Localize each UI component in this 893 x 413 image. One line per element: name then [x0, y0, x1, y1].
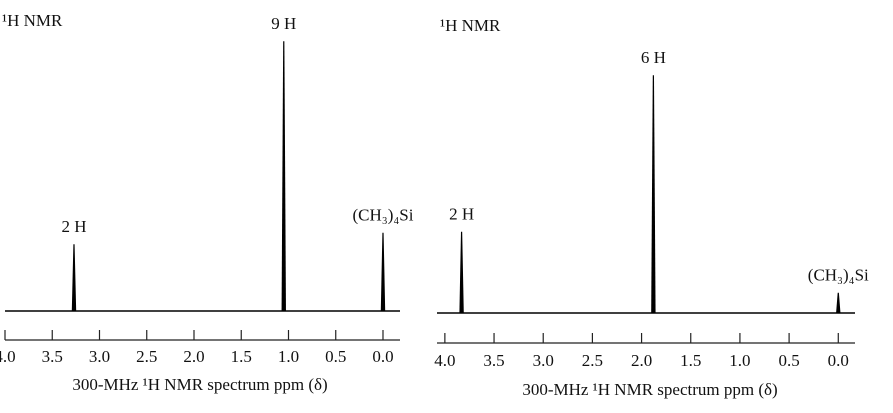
x-axis-label: 300-MHz ¹H NMR spectrum ppm (δ) [72, 375, 327, 394]
x-tick-label: 1.5 [680, 351, 701, 370]
x-tick-label: 1.5 [231, 347, 252, 366]
peak-label: 6 H [641, 48, 666, 67]
x-tick-label: 0.0 [828, 351, 849, 370]
chart-title: ¹H NMR [440, 16, 501, 35]
x-tick-label: 2.0 [631, 351, 652, 370]
peak [281, 41, 286, 312]
x-tick-label: 4.0 [434, 351, 455, 370]
x-tick-label: 0.5 [325, 347, 346, 366]
peak-label: 9 H [271, 14, 296, 33]
peak [459, 231, 464, 313]
x-tick-label: 2.5 [582, 351, 603, 370]
peak [380, 232, 386, 311]
x-tick-label: 2.5 [136, 347, 157, 366]
x-tick-label: 3.5 [483, 351, 504, 370]
x-tick-label: 1.0 [729, 351, 750, 370]
peak [836, 292, 841, 313]
chart-title: ¹H NMR [2, 11, 63, 30]
x-tick-label: 0.0 [372, 347, 393, 366]
x-tick-label: 1.0 [278, 347, 299, 366]
peak-label: 2 H [61, 217, 86, 236]
x-tick-label: 3.5 [42, 347, 63, 366]
x-axis-label: 300-MHz ¹H NMR spectrum ppm (δ) [522, 380, 777, 399]
x-tick-label: 0.5 [778, 351, 799, 370]
x-tick-label: 3.0 [89, 347, 110, 366]
peak-label: (CH₃)₄Si [352, 206, 413, 225]
x-tick-label: 3.0 [533, 351, 554, 370]
peak [71, 244, 77, 311]
x-tick-label: 2.0 [183, 347, 204, 366]
x-tick-label: 4.0 [0, 347, 16, 366]
peak-label: 2 H [449, 205, 474, 224]
peak-label: (CH₃)₄Si [808, 266, 869, 285]
peak [651, 75, 656, 313]
